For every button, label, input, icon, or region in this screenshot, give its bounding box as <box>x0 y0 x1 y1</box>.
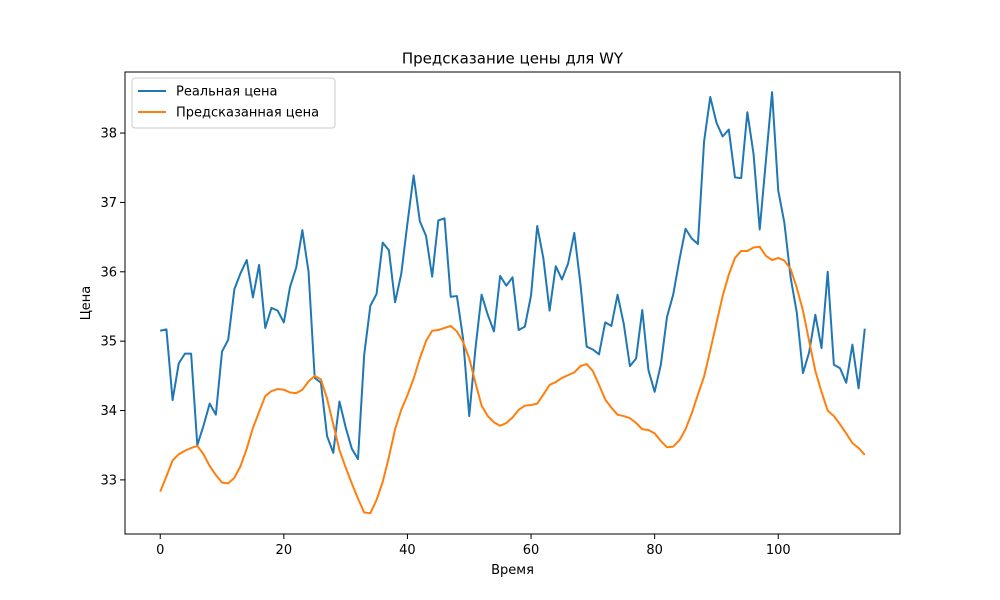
x-axis-label: Время <box>491 563 534 578</box>
x-tick-label: 0 <box>156 543 164 558</box>
plot-area <box>159 91 866 515</box>
y-tick-label: 35 <box>100 335 117 350</box>
x-tick-label: 60 <box>523 543 540 558</box>
series-line-predicted <box>159 245 866 515</box>
y-tick-label: 34 <box>100 404 117 419</box>
legend-label-real: Реальная цена <box>176 85 278 100</box>
x-axis-ticks: 0 20 40 60 80 100 <box>156 534 791 558</box>
legend-label-predicted: Предсказанная цена <box>176 106 319 121</box>
y-axis-label: Цена <box>79 286 94 321</box>
y-axis-ticks: 33 34 35 36 37 38 <box>100 127 125 488</box>
y-tick-label: 33 <box>100 473 117 488</box>
legend: Реальная цена Предсказанная цена <box>131 77 336 129</box>
y-tick-label: 37 <box>100 196 117 211</box>
x-tick-label: 100 <box>766 543 791 558</box>
legend-frame <box>131 77 336 129</box>
x-tick-label: 20 <box>276 543 293 558</box>
series-line-real <box>160 91 866 461</box>
y-tick-label: 36 <box>100 265 117 280</box>
x-tick-label: 80 <box>646 543 663 558</box>
y-tick-label: 38 <box>100 127 117 142</box>
x-tick-label: 40 <box>399 543 416 558</box>
axes-frame <box>124 71 901 535</box>
chart-title: Предсказание цены для WY <box>402 50 624 68</box>
